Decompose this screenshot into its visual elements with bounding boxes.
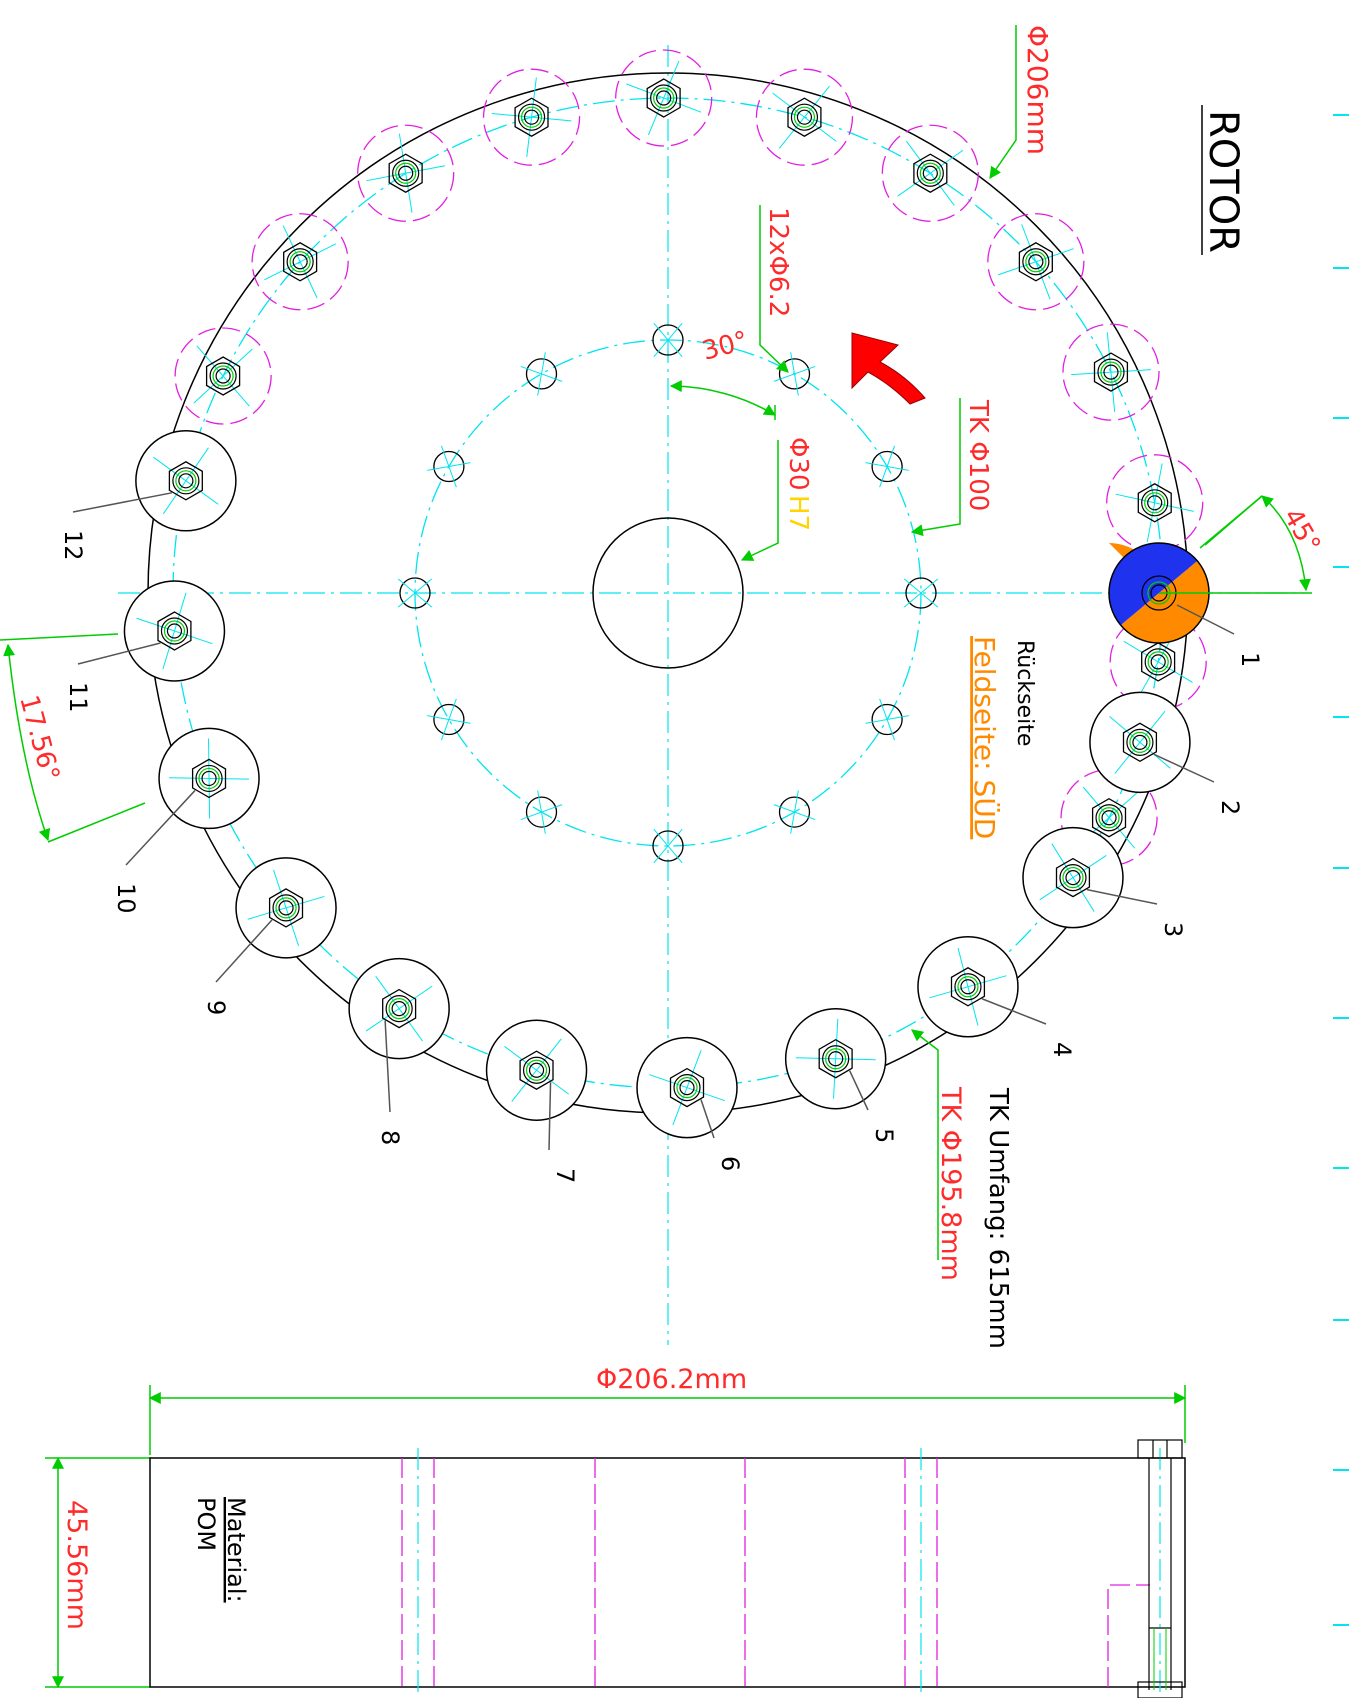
magnet-number-leaders	[72, 492, 1235, 1151]
inner-hole	[865, 698, 909, 741]
magnet-number-leader	[72, 492, 173, 513]
outer-diameter-label: Φ206mm	[1021, 25, 1054, 155]
magnet-number: 9	[202, 1000, 230, 1015]
inner-hole	[773, 790, 816, 834]
magnet	[251, 213, 349, 311]
side-width-label: Φ206.2mm	[596, 1364, 747, 1395]
magnet	[135, 430, 237, 532]
inner-hole	[397, 577, 433, 609]
magnet	[636, 1036, 738, 1139]
magnet-number: 3	[1159, 922, 1187, 937]
angle-45-label: 45°	[1277, 504, 1326, 559]
magnet-number-leader	[1153, 753, 1215, 783]
magnet-number: 10	[112, 883, 140, 914]
magnet-number-leader	[700, 1099, 715, 1139]
magnet-number: 7	[551, 1168, 579, 1183]
dimension-leaders	[0, 25, 1312, 1689]
magnet	[615, 49, 713, 147]
magnet-number-leader	[1176, 604, 1235, 635]
magnet-number: 6	[716, 1156, 744, 1171]
magnet-number-leader	[981, 998, 1047, 1025]
magnet	[1089, 691, 1191, 794]
back-side-label: Rückseite	[1012, 640, 1037, 746]
magnet	[917, 936, 1019, 1038]
field-side-label: Feldseite: SÜD	[968, 636, 1002, 839]
inner-hole	[520, 790, 563, 834]
magnet-1-polarity	[1108, 542, 1210, 644]
bore-label: Φ30	[783, 437, 813, 491]
material-value: POM	[192, 1497, 220, 1551]
center-bore	[592, 517, 744, 669]
magnet-number-leader	[215, 919, 273, 983]
magnet	[482, 68, 581, 166]
magnet	[784, 1007, 887, 1110]
pitch-circle-outer-label: TK Φ195.8mm	[935, 1086, 966, 1281]
inner-hole	[427, 698, 471, 741]
magnet-number-leader	[77, 642, 161, 665]
inner-hole	[652, 322, 684, 358]
magnet-number: 5	[870, 1128, 898, 1143]
title-group: ROTOR	[1200, 105, 1246, 255]
inner-hole	[520, 352, 563, 396]
magnet	[485, 1019, 588, 1121]
magnet	[158, 727, 260, 830]
magnet-ring	[123, 49, 1207, 1139]
magnet	[357, 124, 455, 222]
magnet	[881, 124, 979, 222]
border-ticks	[1333, 114, 1349, 1626]
inner-holes	[397, 322, 939, 864]
magnet-number: 11	[64, 682, 92, 713]
magnet-number-leader	[1086, 888, 1158, 905]
circumference-label: TK Umfang: 615mm	[983, 1087, 1013, 1349]
material-label: Material:	[222, 1497, 250, 1603]
inner-hole	[427, 445, 471, 488]
magnet-number: 2	[1216, 800, 1244, 815]
magnet	[987, 213, 1085, 311]
hole-pattern-label: 12xΦ6.2	[763, 207, 793, 317]
magnet-number: 1	[1236, 652, 1264, 667]
inner-circle-label: TK Φ100	[963, 399, 993, 511]
inner-hole	[865, 445, 909, 488]
magnet	[123, 580, 226, 682]
magnet	[174, 327, 272, 425]
inner-hole	[773, 352, 816, 396]
magnet-number: 4	[1048, 1042, 1076, 1057]
bore-fit-label: H7	[783, 495, 813, 531]
side-view	[149, 1439, 1186, 1698]
magnet-number: 8	[376, 1130, 404, 1145]
rotation-arrow-icon	[851, 332, 926, 405]
magnet-number-leader	[384, 1020, 391, 1113]
angle-30-label: 30°	[699, 326, 751, 367]
page-title: ROTOR	[1200, 110, 1246, 253]
thickness-label: 45.56mm	[61, 1500, 92, 1630]
magnet-number: 12	[59, 530, 87, 561]
magnet	[348, 957, 450, 1060]
magnet-number-leader	[125, 789, 196, 866]
magnet-number-leader	[848, 1070, 869, 1111]
magnet	[1106, 454, 1204, 552]
magnet	[755, 68, 854, 166]
magnet	[1022, 826, 1124, 929]
magnet	[1062, 323, 1160, 421]
magnet-number-leader	[548, 1082, 552, 1151]
inner-hole	[903, 577, 939, 609]
inner-hole	[652, 828, 684, 864]
